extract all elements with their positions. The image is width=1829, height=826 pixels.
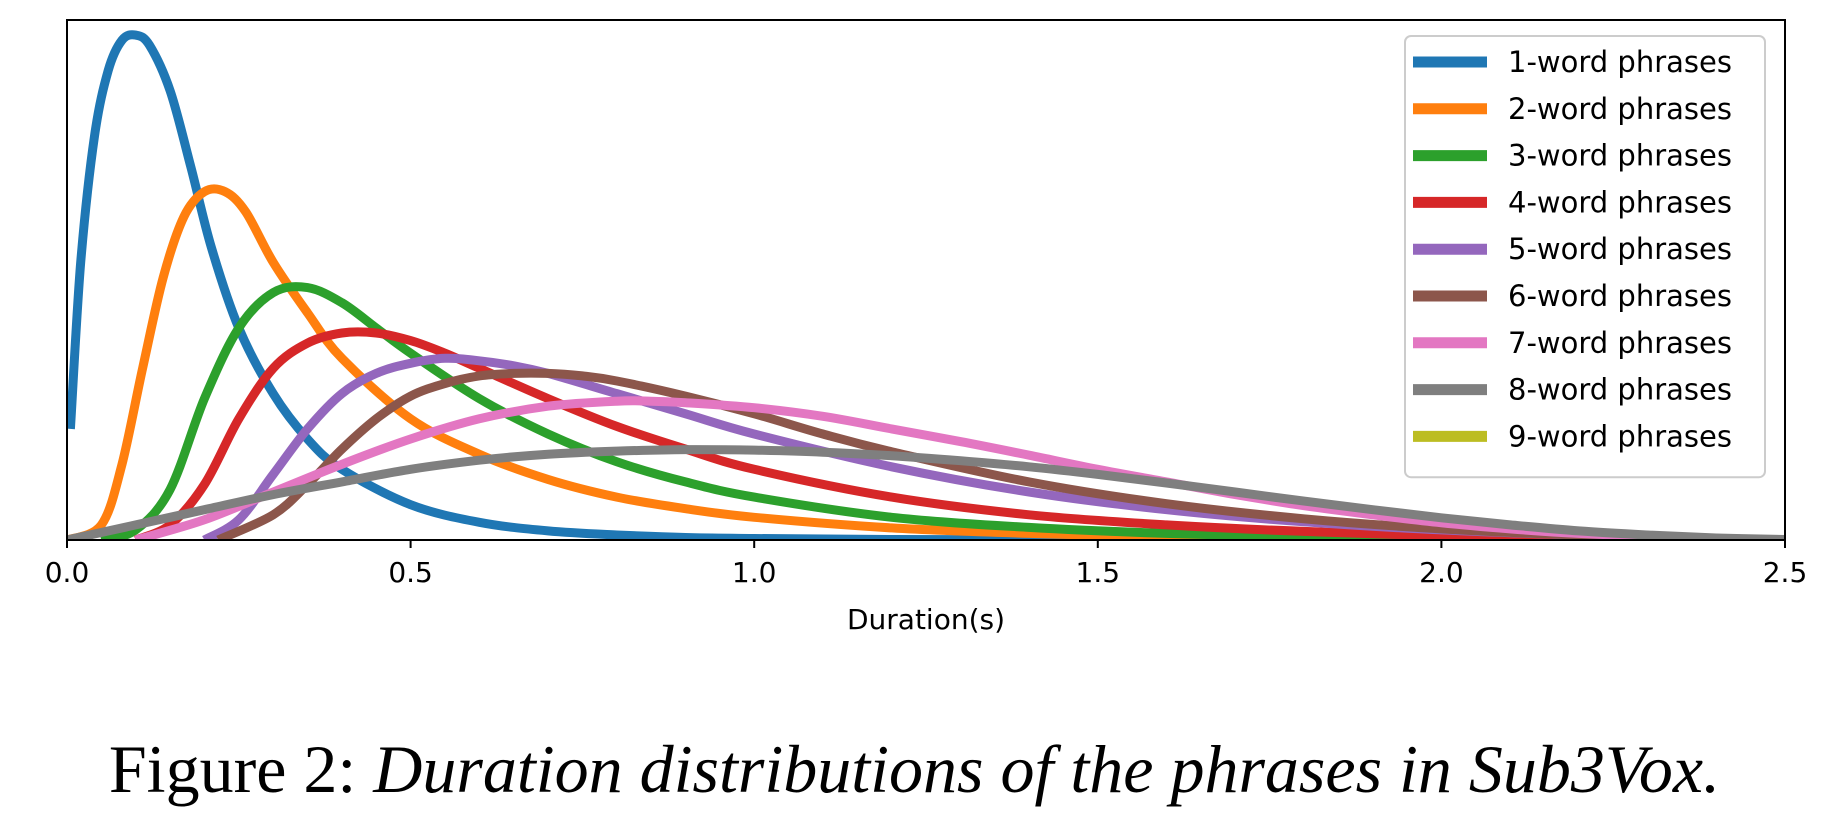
x-tick-label: 2.5: [1763, 556, 1808, 589]
legend-label-7: 7-word phrases: [1508, 326, 1732, 360]
legend-label-5: 5-word phrases: [1508, 232, 1732, 266]
series-line-3: [100, 282, 1785, 540]
plot-frame: [66, 19, 1786, 541]
x-tick-label: 0.5: [388, 556, 433, 589]
series-line-7: [134, 396, 1785, 540]
figure-caption: Figure 2: Duration distributions of the …: [0, 730, 1829, 809]
legend-label-4: 4-word phrases: [1508, 185, 1732, 219]
x-tick-label: 0.0: [45, 556, 90, 589]
caption-prefix: Figure 2:: [108, 731, 357, 807]
x-tick-label: 1.5: [1076, 556, 1121, 589]
series-line-8: [67, 445, 1785, 540]
legend-label-2: 2-word phrases: [1508, 92, 1732, 126]
legend-label-3: 3-word phrases: [1508, 139, 1732, 173]
legend-box: [1404, 35, 1766, 479]
caption-text: Duration distributions of the phrases in…: [373, 731, 1721, 807]
chart: 0.0 0.5 1.0 1.5 2.0 2.5 Duration(s) 1-word ph…: [45, 19, 1808, 636]
x-tick-label: 1.0: [732, 556, 777, 589]
x-axis: 0.0 0.5 1.0 1.5 2.0 2.5: [45, 540, 1808, 589]
legend-label-1: 1-word phrases: [1508, 45, 1732, 79]
x-axis-label: Duration(s): [847, 603, 1005, 636]
series-line-6: [216, 368, 1785, 540]
x-tick-label: 2.0: [1419, 556, 1464, 589]
legend: 1-word phrases 2-word phrases 3-word phras…: [1404, 35, 1766, 479]
legend-label-6: 6-word phrases: [1508, 279, 1732, 313]
series-line-4: [133, 327, 1785, 540]
legend-label-9: 9-word phrases: [1508, 419, 1732, 453]
legend-label-8: 8-word phrases: [1508, 373, 1732, 407]
plot-lines: [67, 30, 1785, 540]
